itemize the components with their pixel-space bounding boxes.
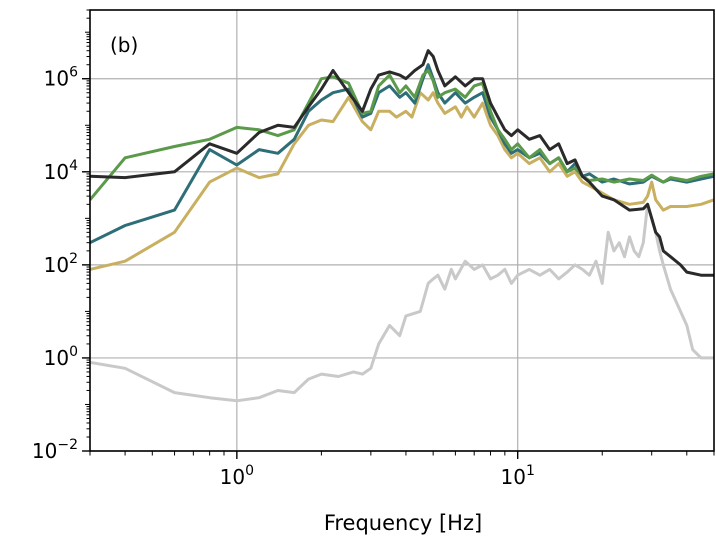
y-axis-ticks: 10−2 100 102 104 106	[32, 9, 90, 463]
x-tick-label: 100	[220, 463, 254, 489]
series-line-4	[88, 69, 715, 201]
x-axis-ticks: 100 101	[89, 451, 715, 489]
x-axis-label: Frequency [Hz]	[324, 511, 482, 535]
panel-label: (b)	[110, 33, 138, 57]
x-tick-label: 101	[501, 463, 535, 489]
y-tick-label: 104	[44, 158, 78, 184]
plot-frame	[89, 9, 715, 452]
series-line-2	[89, 91, 715, 271]
y-tick-label: 100	[44, 344, 78, 370]
y-tick-label: 106	[44, 65, 78, 91]
y-tick-label: 102	[44, 251, 78, 277]
series-layer	[88, 49, 715, 403]
y-tick-label: 10−2	[32, 437, 78, 463]
series-line-1	[89, 202, 714, 403]
series-line-5	[89, 49, 714, 277]
